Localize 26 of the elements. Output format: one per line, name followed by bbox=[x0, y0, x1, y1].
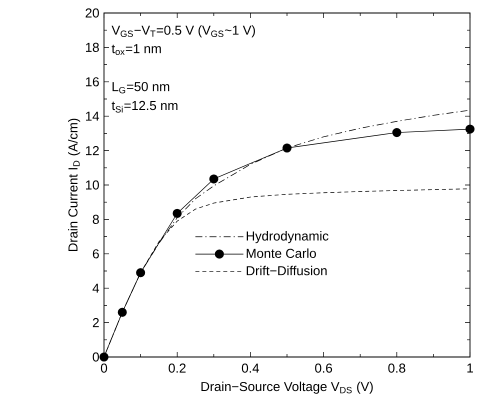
x-tick-label: 0.4 bbox=[242, 364, 260, 373]
legend-label: Monte Carlo bbox=[246, 248, 316, 258]
x-tick-label: 1 bbox=[467, 364, 473, 372]
y-axis-title: Drain Current I$_{D}$ (A/cm) bbox=[68, 118, 80, 252]
y-tick-label: 2 bbox=[92, 318, 99, 328]
y-tick-label: 10 bbox=[86, 180, 99, 190]
x-axis-title: Drain−Source Voltage V$_{DS}$ (V) bbox=[201, 382, 373, 394]
y-tick-label: 12 bbox=[86, 146, 99, 156]
annotation: t$_{Si}$=12.5 nm bbox=[112, 100, 178, 113]
x-tick-label: 0.8 bbox=[388, 364, 406, 373]
legend-label: Hydrodynamic bbox=[246, 231, 328, 244]
y-tick-label: 18 bbox=[86, 42, 99, 52]
y-tick-label: 4 bbox=[92, 284, 100, 293]
y-tick-label: 20 bbox=[86, 8, 99, 18]
legend-label: Drift−Diffusion bbox=[246, 266, 327, 276]
annotation: V$_{GS}$−V$_{T}$=0.5 V (V$_{GS}$~1 V) bbox=[112, 25, 255, 38]
x-tick-label: 0.2 bbox=[168, 364, 186, 373]
annotation: L$_{G}$=50 nm bbox=[112, 82, 170, 94]
x-tick-label: 0.6 bbox=[315, 364, 332, 373]
y-tick-label: 6 bbox=[92, 249, 99, 258]
y-tick-label: 14 bbox=[86, 112, 100, 121]
annotation: t$_{ox}$=1 nm bbox=[112, 44, 161, 55]
y-tick-label: 0 bbox=[92, 352, 99, 362]
y-tick-label: 8 bbox=[92, 214, 99, 224]
y-tick-label: 16 bbox=[86, 77, 99, 86]
x-tick-label: 0 bbox=[100, 364, 108, 373]
